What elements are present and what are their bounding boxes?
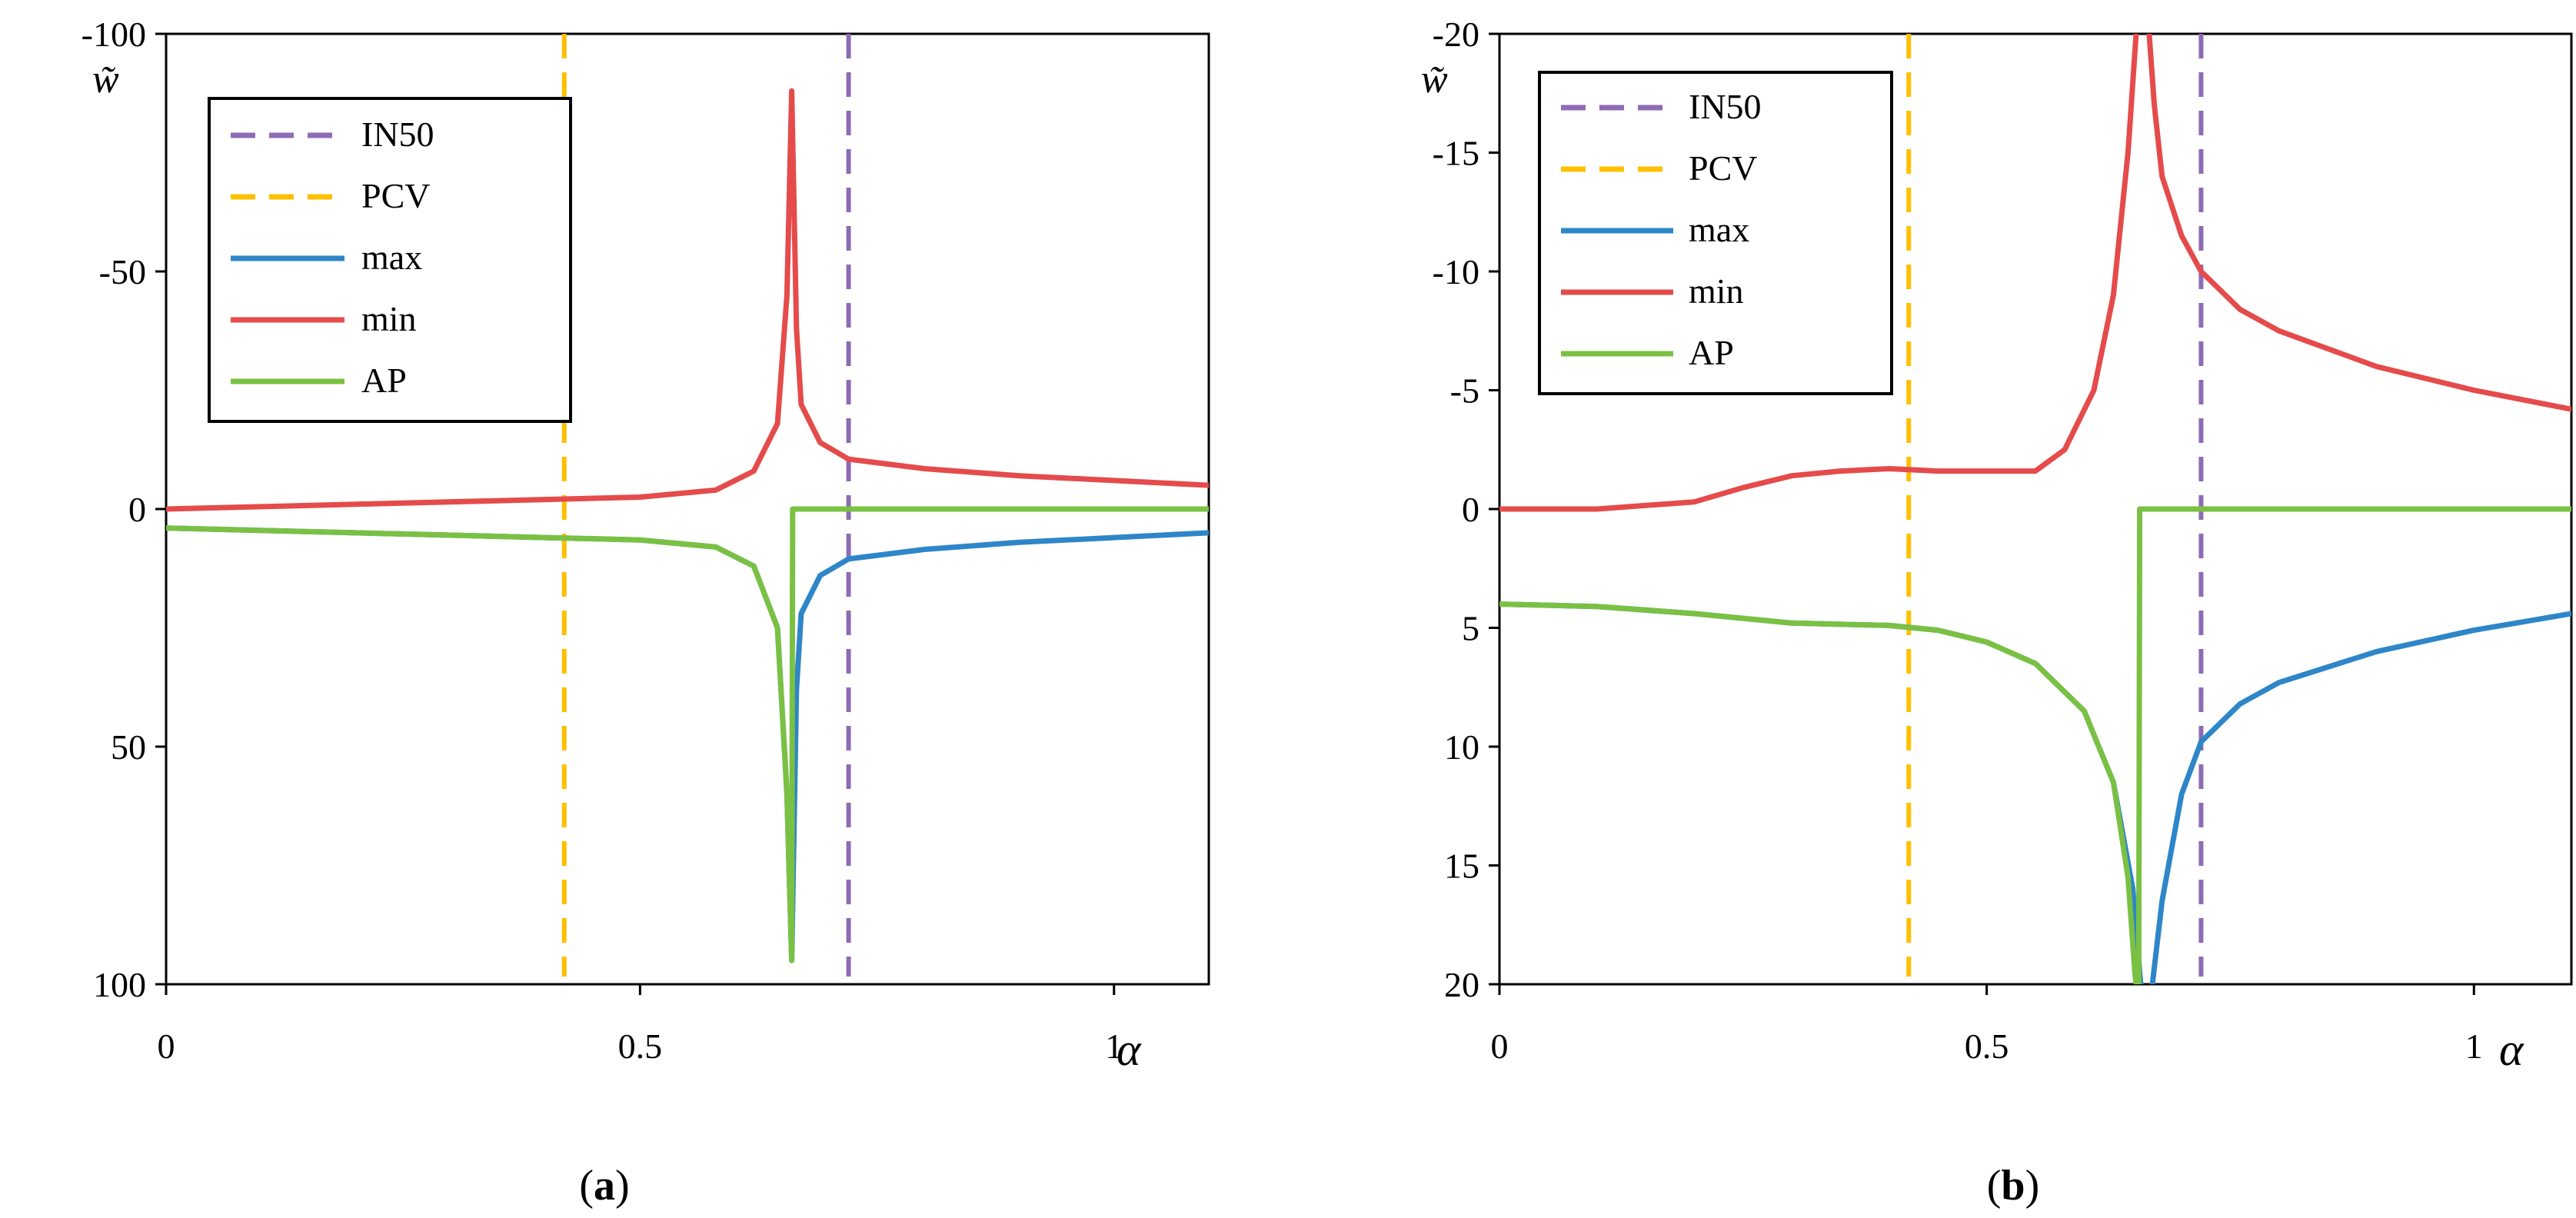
series-ap-b — [1499, 506, 2571, 984]
x-axis-label-a: α — [1117, 1024, 1142, 1075]
x-tick-label-a: 0.5 — [618, 1027, 663, 1066]
reference-lines-a — [561, 34, 851, 977]
y-tick-label-b: 15 — [1444, 847, 1479, 886]
legend-label-pcv-a: PCV — [361, 176, 430, 215]
legend-label-in50-b: IN50 — [1689, 87, 1762, 126]
series-min-a — [166, 88, 1209, 512]
x-axis-label-b: α — [2499, 1024, 2524, 1075]
series-b — [1499, 34, 2571, 984]
caption-a: (a) — [579, 1162, 629, 1210]
series-ap-a — [166, 506, 1209, 963]
x-tick-label-b: 0 — [1491, 1027, 1509, 1066]
y-tick-label-a: 100 — [93, 965, 146, 1004]
x-tick-label-a: 0 — [158, 1027, 175, 1066]
y-tick-label-a: 50 — [111, 727, 146, 767]
x-ticks-b: 0 0.5 1 — [1491, 984, 2483, 1066]
y-tick-label-b: -20 — [1433, 15, 1479, 54]
series-min-b — [1499, 34, 2571, 512]
series-a — [166, 88, 1209, 963]
y-tick-label-a: -100 — [82, 15, 146, 54]
legend-label-max-b: max — [1689, 210, 1749, 249]
caption-label-b: b — [2001, 1162, 2025, 1210]
x-tick-label-a: 1 — [1105, 1027, 1123, 1066]
y-tick-label-b: -5 — [1450, 371, 1479, 411]
y-tick-label-b: -10 — [1433, 252, 1479, 291]
x-ticks-a: 0 0.5 1 — [158, 984, 1123, 1066]
y-tick-label-b: 20 — [1444, 965, 1479, 1004]
y-axis-label-a: w̃ — [92, 58, 119, 102]
y-tick-label-b: 5 — [1462, 609, 1479, 648]
x-tick-label-b: 1 — [2465, 1027, 2483, 1066]
y-tick-label-a: 0 — [128, 490, 146, 529]
y-ticks-a: -100 -50 0 50 100 — [82, 15, 166, 1004]
y-tick-label-a: -50 — [99, 252, 146, 291]
legend-label-min-a: min — [361, 299, 417, 338]
y-tick-label-b: -15 — [1433, 134, 1479, 173]
legend-label-ap-a: AP — [361, 361, 407, 400]
legend-label-ap-b: AP — [1689, 333, 1734, 372]
y-axis-label-b: w̃ — [1421, 58, 1448, 102]
series-max-a — [166, 525, 1209, 963]
y-tick-label-b: 0 — [1462, 490, 1479, 529]
legend-label-min-b: min — [1689, 271, 1744, 311]
legend-b: IN50 PCV max min AP — [1538, 71, 1893, 395]
y-tick-label-b: 10 — [1444, 727, 1479, 767]
legend-label-pcv-b: PCV — [1689, 148, 1757, 188]
legend-a: IN50 PCV max min AP — [208, 97, 572, 423]
caption-b: (b) — [1987, 1162, 2039, 1210]
legend-box-b — [1538, 71, 1893, 395]
x-tick-label-b: 0.5 — [1965, 1027, 2009, 1066]
legend-label-max-a: max — [361, 238, 422, 277]
y-ticks-b: -20 -15 -10 -5 0 5 10 15 20 — [1433, 15, 1499, 1004]
legend-label-in50-a: IN50 — [361, 115, 434, 154]
caption-label-a: a — [594, 1162, 615, 1210]
reference-lines-b — [1906, 34, 2204, 977]
